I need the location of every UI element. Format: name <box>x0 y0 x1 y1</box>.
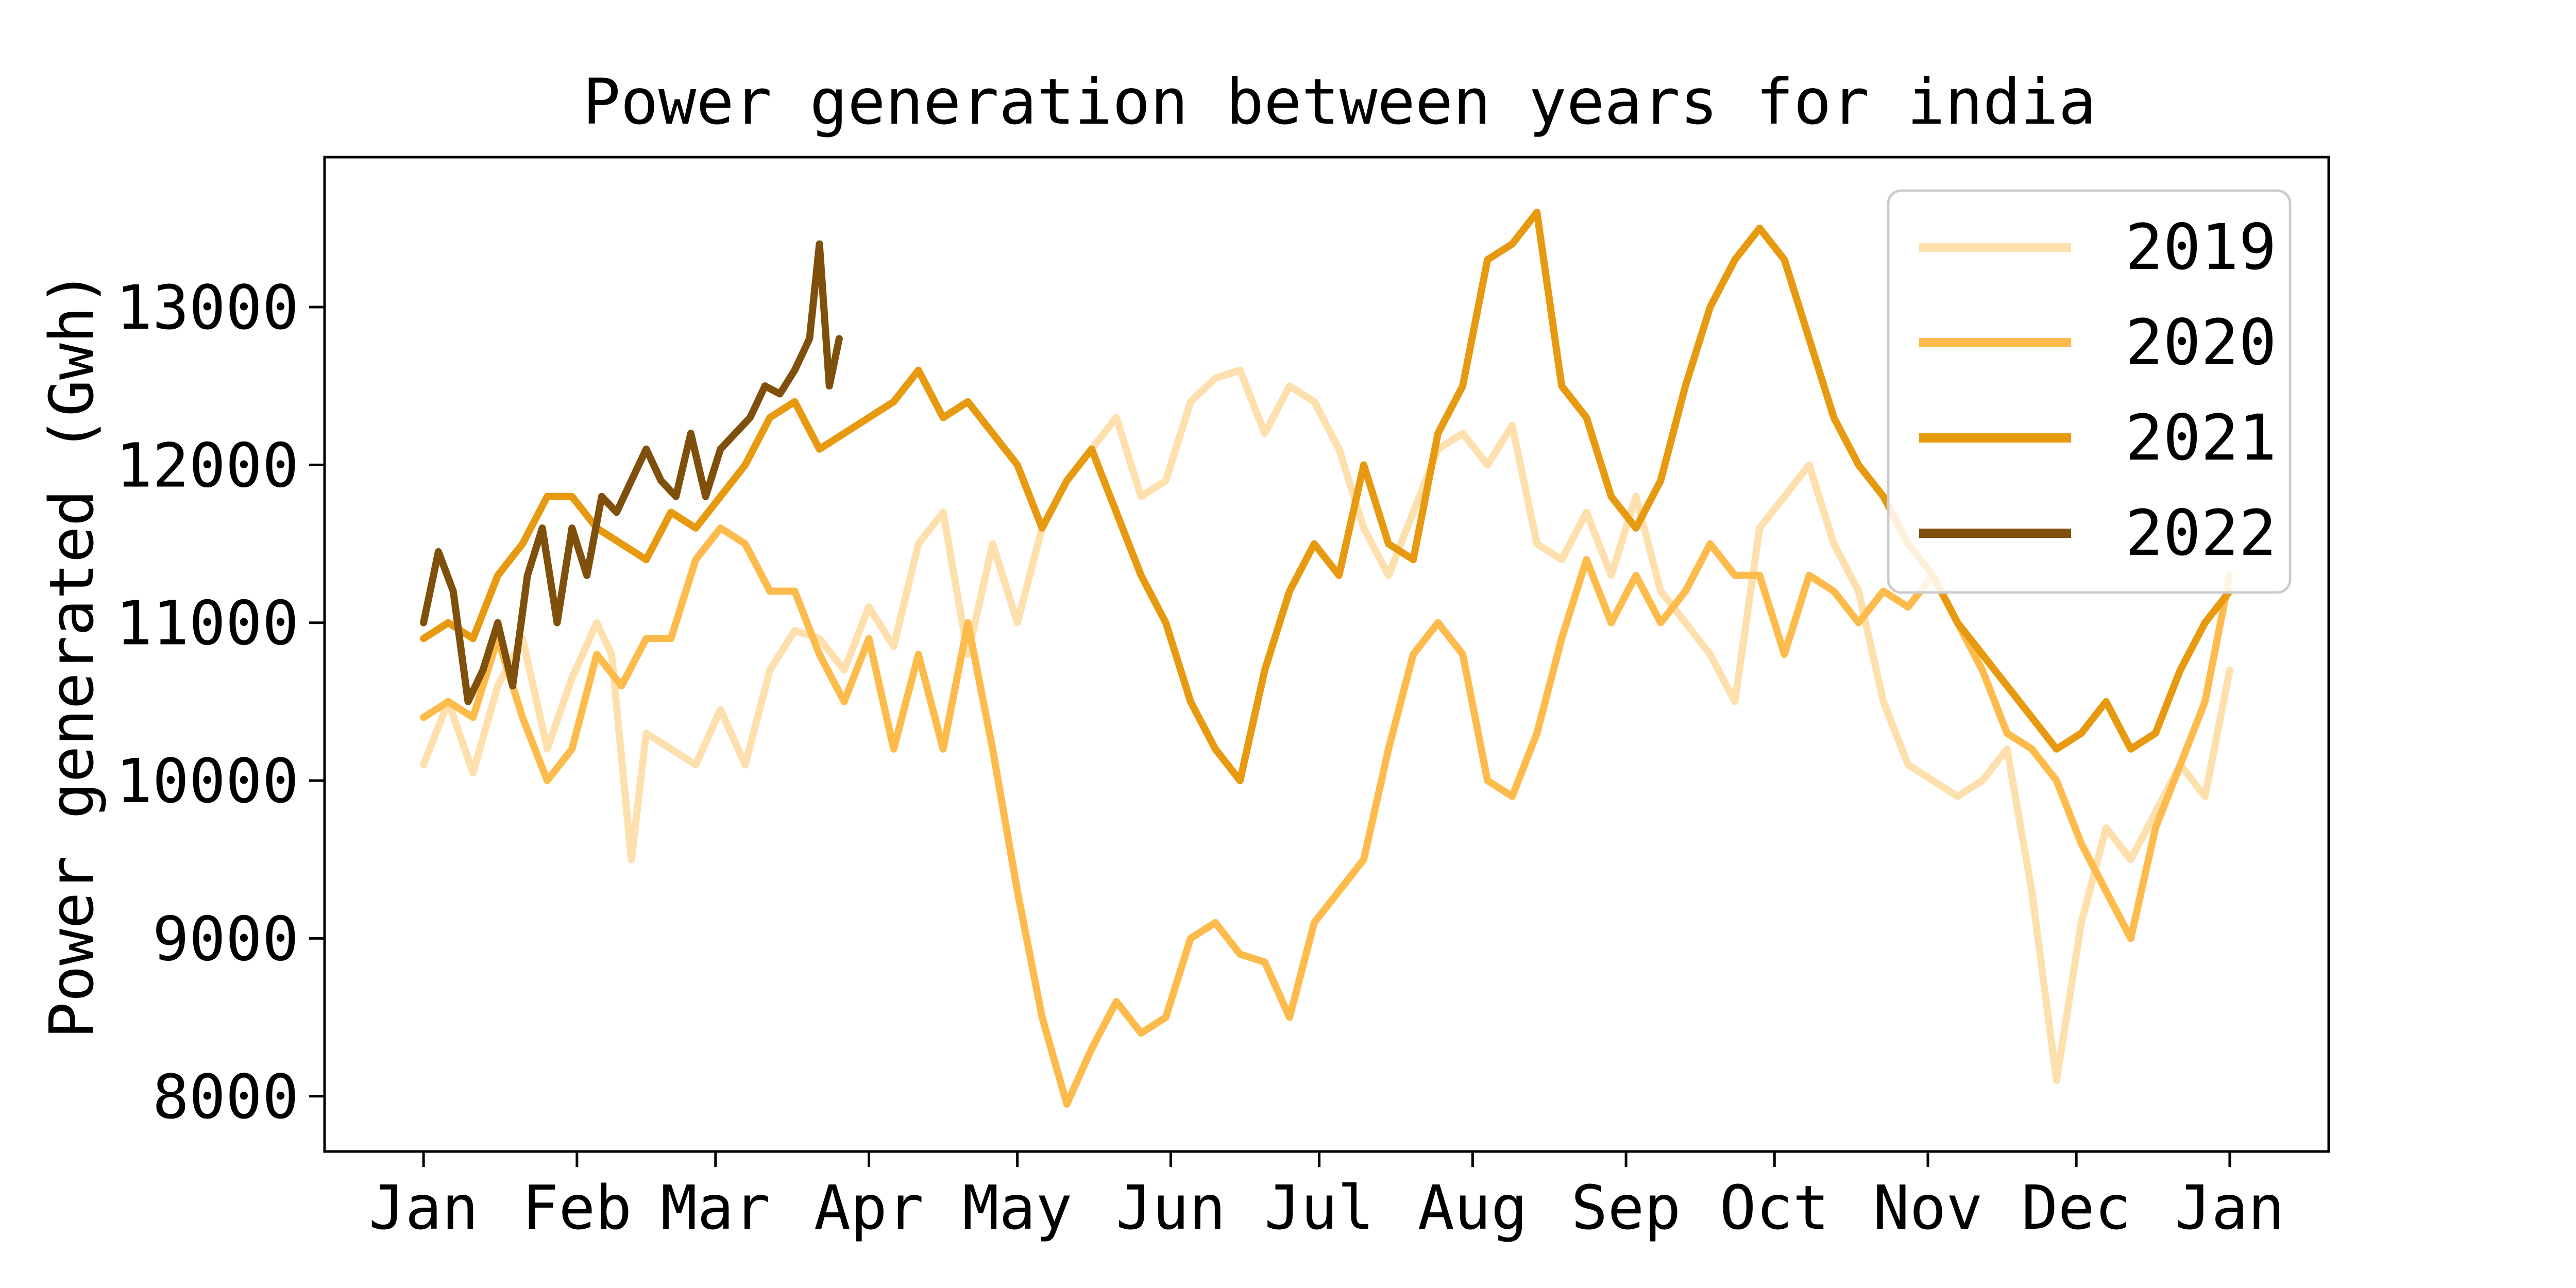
legend-label-2021: 2021 <box>2125 401 2277 474</box>
x-tick-label: May <box>962 1172 1072 1243</box>
x-tick-label: Feb <box>522 1172 632 1243</box>
y-tick-label: 11000 <box>116 588 299 659</box>
legend-box <box>1887 189 2292 594</box>
y-tick-label: 8000 <box>152 1061 299 1132</box>
y-tick-label: 9000 <box>152 903 299 974</box>
plot-frame <box>323 156 2330 1153</box>
x-axis: Jan Feb Mar Apr May Jun Jul Aug Sep Oct Nov Dec Jan <box>369 1151 2284 1243</box>
legend-label-2020: 2020 <box>2125 306 2277 379</box>
y-tick-label: 12000 <box>116 430 299 501</box>
x-tick-label: Jan <box>2175 1172 2284 1243</box>
x-tick-label: Oct <box>1720 1172 1829 1243</box>
x-tick-label: Dec <box>2022 1172 2131 1243</box>
y-tick-label: 13000 <box>116 272 299 343</box>
series-line-2019 <box>420 366 2233 1084</box>
x-tick-label: Jul <box>1264 1172 1374 1243</box>
legend-label-2022: 2022 <box>2125 497 2277 570</box>
y-axis: 8000 9000 10000 11000 12000 13000 <box>116 272 325 1132</box>
x-tick-label: Jan <box>369 1172 479 1243</box>
series-line-2022 <box>420 240 843 705</box>
legend-label-2019: 2019 <box>2125 211 2277 284</box>
y-axis-label: Power generated (Gwh) <box>36 270 107 1039</box>
x-tick-label: Nov <box>1873 1172 1982 1243</box>
x-tick-label: Mar <box>660 1172 770 1243</box>
x-tick-label: Apr <box>814 1172 924 1243</box>
chart-title: Power generation between years for india <box>583 65 2096 139</box>
legend: 2019 2020 2021 2022 <box>1887 189 2292 594</box>
x-tick-label: Sep <box>1571 1172 1681 1243</box>
x-tick-label: Aug <box>1418 1172 1528 1243</box>
y-tick-label: 10000 <box>116 745 299 817</box>
x-tick-label: Jun <box>1116 1172 1226 1243</box>
